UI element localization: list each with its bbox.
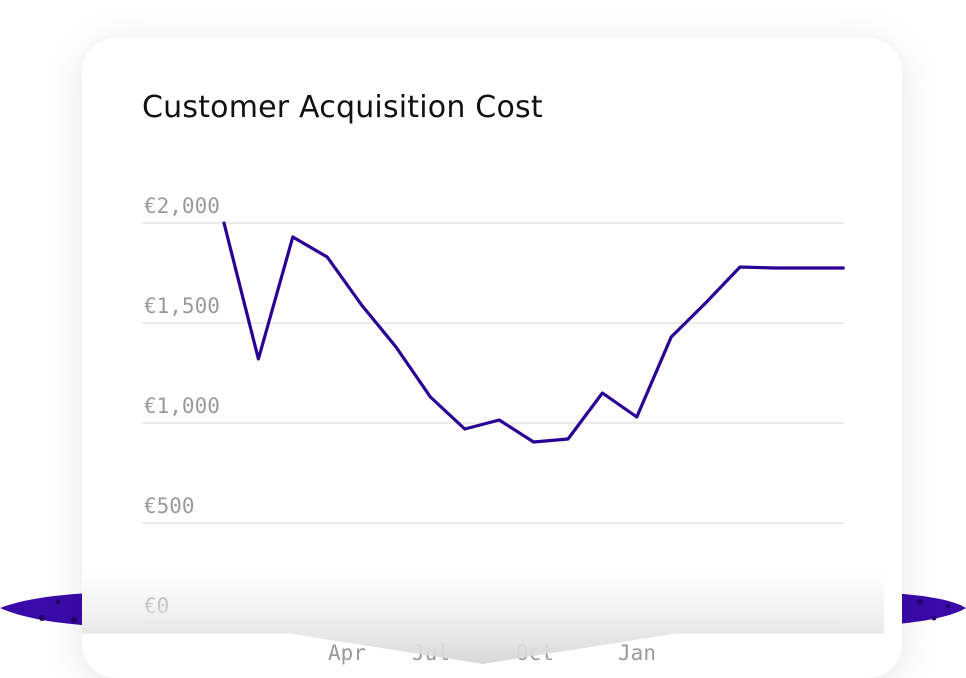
x-tick-label: Apr [328,641,366,665]
chart-title: Customer Acquisition Cost [142,90,543,125]
y-tick-label: €500 [144,494,195,518]
chart-card: Customer Acquisition Cost €2,000 €1,500 €1… [82,38,902,678]
x-tick-label: Jul [412,641,450,665]
blob-dots [39,599,950,623]
y-tick-label: €0 [144,594,169,618]
series-line [222,221,845,444]
x-tick-label: Jan [618,641,656,665]
y-tick-label: €1,000 [144,394,220,418]
y-tick-label: €2,000 [144,194,220,218]
y-tick-label: €1,500 [144,294,220,318]
x-tick-label: Oct [516,641,554,665]
line-chart: €2,000 €1,500 €1,000 €500 €0 Apr Jul Oct Jan [142,194,845,665]
